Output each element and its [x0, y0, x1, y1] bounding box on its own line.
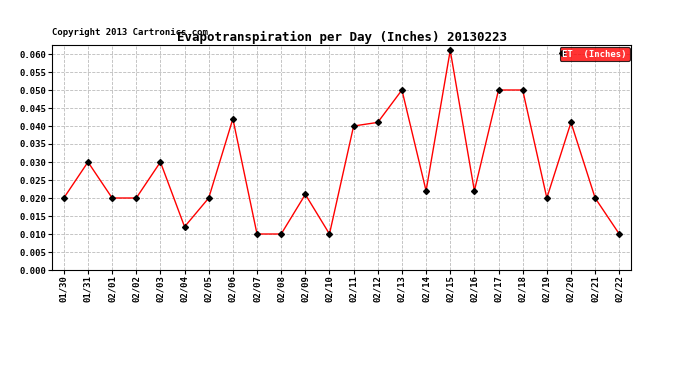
- ET  (Inches): [397, 88, 406, 92]
- ET  (Inches): [59, 196, 68, 200]
- Legend: ET  (Inches): ET (Inches): [560, 47, 629, 61]
- ET  (Inches): [277, 232, 286, 236]
- ET  (Inches): [567, 120, 575, 124]
- ET  (Inches): [204, 196, 213, 200]
- Text: Copyright 2013 Cartronics.com: Copyright 2013 Cartronics.com: [52, 28, 208, 37]
- Line: ET  (Inches): ET (Inches): [61, 48, 622, 236]
- ET  (Inches): [108, 196, 116, 200]
- ET  (Inches): [470, 189, 478, 193]
- ET  (Inches): [494, 88, 502, 92]
- ET  (Inches): [84, 160, 92, 164]
- ET  (Inches): [422, 189, 431, 193]
- ET  (Inches): [301, 192, 309, 196]
- ET  (Inches): [253, 232, 261, 236]
- ET  (Inches): [229, 117, 237, 121]
- ET  (Inches): [615, 232, 624, 236]
- ET  (Inches): [374, 120, 382, 124]
- ET  (Inches): [156, 160, 165, 164]
- ET  (Inches): [519, 88, 527, 92]
- ET  (Inches): [446, 48, 454, 52]
- ET  (Inches): [180, 225, 188, 229]
- ET  (Inches): [349, 124, 357, 128]
- ET  (Inches): [543, 196, 551, 200]
- ET  (Inches): [132, 196, 141, 200]
- ET  (Inches): [326, 232, 334, 236]
- ET  (Inches): [591, 196, 599, 200]
- Title: Evapotranspiration per Day (Inches) 20130223: Evapotranspiration per Day (Inches) 2013…: [177, 31, 506, 44]
